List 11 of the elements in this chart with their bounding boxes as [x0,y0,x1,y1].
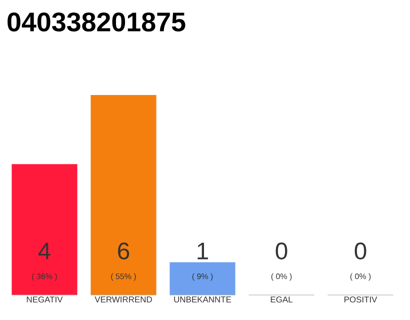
annotation: 1 [198,242,208,260]
annotation: 0 [276,242,288,260]
x-tick-label: POSITIV [344,296,378,303]
annotation: 6 [118,242,130,260]
x-tick-label: EGAL [270,296,293,303]
x-tick-label: VERWIRREND [94,296,152,302]
x-tick-label: NEGATIV [26,296,63,303]
annotation: 4 [38,242,50,260]
annotation: 0 [354,242,366,260]
chart-title: 040338201875 [8,12,186,32]
x-tick-label: UNBEKANNTE [174,296,232,302]
